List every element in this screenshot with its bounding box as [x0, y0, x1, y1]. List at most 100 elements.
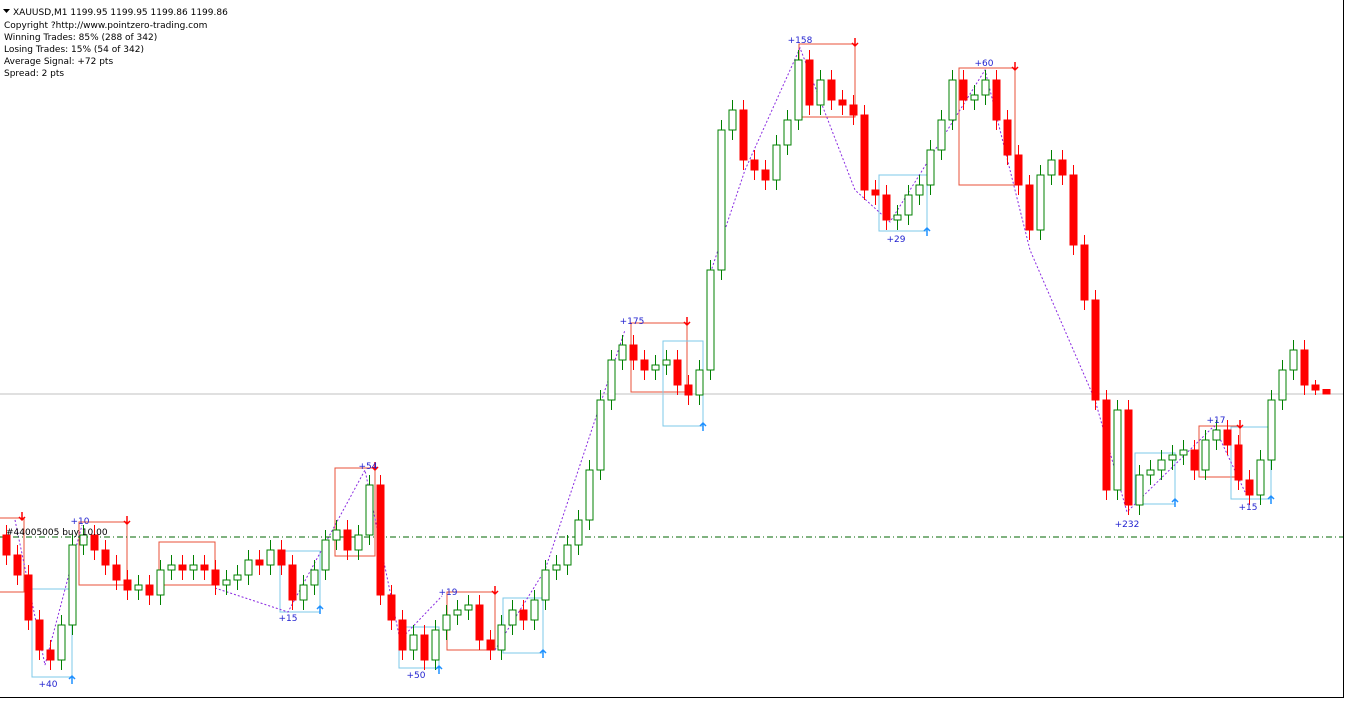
candle-body — [376, 484, 385, 596]
sell-box — [334, 467, 376, 557]
candle-body — [90, 534, 99, 551]
signal-label: +17 — [1207, 416, 1226, 426]
candle-body — [827, 79, 836, 101]
signal-label: +15 — [279, 614, 298, 624]
candle-body — [255, 559, 264, 566]
sell-arrow — [1236, 420, 1244, 430]
candle-body — [398, 619, 407, 651]
candle-body — [717, 129, 726, 271]
sell-box — [78, 521, 128, 586]
sell-arrow — [123, 516, 131, 526]
candle-body — [508, 609, 517, 626]
signal-label: +15 — [1239, 503, 1258, 513]
candle-body — [794, 59, 803, 121]
candle-body — [563, 544, 572, 566]
candle-body — [1080, 244, 1089, 301]
candle-body — [1025, 184, 1034, 231]
candle-body — [1245, 479, 1254, 496]
candle-body — [1267, 399, 1276, 461]
candle-body — [882, 194, 891, 221]
collapse-icon — [3, 9, 10, 13]
candle-body — [772, 144, 781, 181]
candle-body — [937, 119, 946, 151]
candle-body — [178, 564, 187, 571]
candle-body — [189, 564, 198, 571]
candle-body — [222, 579, 231, 586]
candle-body — [1168, 454, 1177, 461]
buy-box — [1134, 452, 1176, 505]
candle-body — [640, 359, 649, 371]
candle-body — [618, 344, 627, 361]
candle-body — [530, 599, 539, 621]
candle-body — [552, 564, 561, 571]
candle-body — [684, 384, 693, 396]
candle-body — [1091, 299, 1100, 401]
info-line: Copyright ?http://www.pointzero-trading.… — [4, 21, 207, 31]
candle-body — [475, 604, 484, 641]
buy-arrow — [68, 674, 76, 684]
candle-body — [706, 269, 715, 371]
candle-body — [101, 549, 110, 566]
candle-body — [860, 114, 869, 191]
candle-body — [783, 119, 792, 146]
candle-body — [673, 359, 682, 386]
candle-body — [1190, 449, 1199, 471]
sell-box — [958, 67, 1016, 186]
info-line: Average Signal: +72 pts — [4, 57, 113, 67]
candle-body — [926, 149, 935, 186]
candle-body — [1179, 449, 1188, 456]
candle-body — [1300, 349, 1309, 386]
candle-body — [365, 484, 374, 536]
candle-body — [893, 214, 902, 221]
buy-arrow — [1267, 494, 1275, 504]
candle-body — [1014, 154, 1023, 186]
sell-arrow — [683, 317, 691, 327]
candle-body — [68, 544, 77, 626]
candle-body — [904, 194, 913, 216]
candle-body — [497, 624, 506, 651]
candle-body — [574, 519, 583, 546]
buy-box — [279, 550, 321, 613]
signal-label: +40 — [39, 680, 58, 690]
candle-body — [46, 649, 55, 661]
candle-body — [123, 579, 132, 591]
buy-arrow — [539, 648, 547, 658]
candle-body — [244, 559, 253, 576]
candle-body — [233, 574, 242, 581]
info-line: Winning Trades: 85% (288 of 342) — [4, 33, 157, 43]
candle-body — [607, 359, 616, 401]
info-line: Spread: 2 pts — [4, 69, 64, 79]
sell-arrow — [491, 586, 499, 596]
signal-label: +158 — [788, 36, 813, 46]
candle-body — [1322, 389, 1331, 395]
candle-body — [200, 564, 209, 571]
candle-body — [343, 529, 352, 551]
signal-label: +54 — [359, 462, 378, 472]
candle-body — [585, 469, 594, 521]
candle-body — [486, 639, 495, 651]
candle-body — [1201, 439, 1210, 471]
candle-body — [1311, 384, 1320, 391]
candle-body — [871, 189, 880, 196]
signal-label: +50 — [407, 671, 426, 681]
candle-body — [79, 534, 88, 546]
signal-labels: +40 +10 +15 +54 +50 +19 +175 +158 +29 +6… — [39, 36, 1258, 690]
info-panel: XAUUSD,M1 1199.95 1199.95 1199.86 1199.8… — [3, 8, 228, 79]
candle-body — [750, 159, 759, 171]
candle-body — [156, 569, 165, 596]
price-lines — [0, 393, 1343, 538]
sell-arrow — [1011, 62, 1019, 72]
sell-arrow — [851, 38, 859, 48]
buy-box — [878, 174, 928, 232]
candle-body — [1135, 474, 1144, 506]
candle-body — [816, 79, 825, 106]
candle-body — [1047, 159, 1056, 176]
candle-body — [662, 359, 671, 366]
candle-body — [992, 79, 1001, 121]
buy-arrow — [1171, 497, 1179, 507]
candle-body — [970, 94, 979, 101]
candle-body — [1069, 174, 1078, 246]
candle-body — [409, 634, 418, 651]
